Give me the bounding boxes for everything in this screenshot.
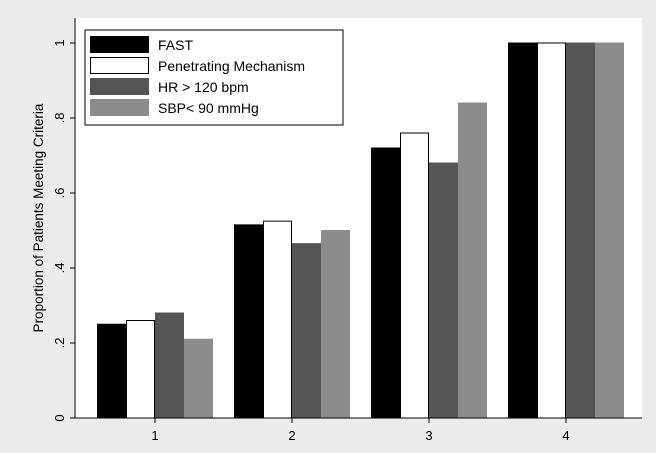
y-tick-label: 1 xyxy=(52,39,67,46)
y-tick-label: 0 xyxy=(52,414,67,421)
bar xyxy=(126,320,155,419)
y-tick-label: .8 xyxy=(52,113,67,124)
y-tick-label: .4 xyxy=(52,263,67,274)
bar xyxy=(321,230,350,419)
y-tick-label: .2 xyxy=(52,338,67,349)
x-tick-label: 3 xyxy=(425,428,432,443)
bar xyxy=(97,323,126,419)
bar xyxy=(400,132,429,419)
legend-swatch xyxy=(90,57,149,74)
x-tick-label: 4 xyxy=(562,428,569,443)
y-ticks-group: 0 .2 .4 .6 .8 1 xyxy=(52,39,75,422)
legend-swatch xyxy=(90,78,149,95)
bar xyxy=(508,42,537,419)
legend-label: SBP< 90 mmHg xyxy=(158,100,259,116)
y-axis-title: Proportion of Patients Meeting Criteria xyxy=(31,103,46,332)
x-tick-label: 1 xyxy=(151,428,158,443)
bar xyxy=(566,42,595,419)
bar xyxy=(458,102,487,419)
bar xyxy=(429,162,458,419)
legend: FAST Penetrating Mechanism HR > 120 bpm SBP… xyxy=(84,29,344,126)
bar xyxy=(263,220,292,419)
legend-swatch xyxy=(90,99,149,116)
legend-label: HR > 120 bpm xyxy=(158,79,249,95)
bar xyxy=(371,147,400,419)
x-tick-label: 2 xyxy=(288,428,295,443)
x-ticks-group: 1 2 3 4 xyxy=(151,418,570,443)
legend-label: FAST xyxy=(158,37,193,53)
y-tick-label: .6 xyxy=(52,188,67,199)
bar xyxy=(595,42,624,419)
bar xyxy=(292,243,321,419)
legend-label: Penetrating Mechanism xyxy=(158,58,305,74)
bar xyxy=(184,338,213,419)
bars-group xyxy=(97,42,624,419)
bar xyxy=(537,42,566,419)
legend-swatch xyxy=(90,36,149,53)
bar xyxy=(234,224,263,419)
bar xyxy=(155,312,184,419)
